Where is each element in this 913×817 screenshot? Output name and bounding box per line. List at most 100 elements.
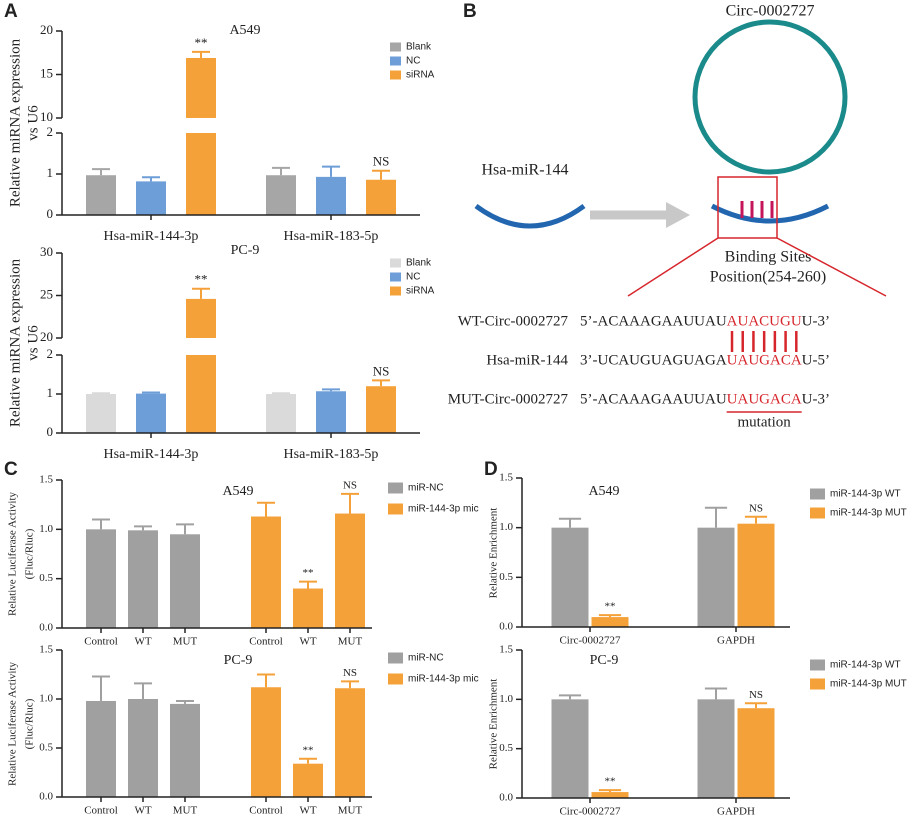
y-tick-label: 0.0	[39, 622, 53, 634]
x-tick-label: Circ-0002727	[559, 635, 621, 647]
legend-swatch	[390, 272, 401, 282]
y-tick-label: 10	[40, 109, 53, 124]
legend-swatch	[810, 507, 825, 519]
x-tick-label: Control	[249, 805, 283, 817]
binding-site: AUACUGU	[727, 313, 802, 329]
error-bar	[134, 525, 152, 531]
significance-label: **	[195, 272, 208, 287]
legend-label: miR-144-3p MUT	[830, 508, 907, 519]
x-tick-label: Hsa-miR-183-5p	[284, 447, 379, 462]
y-axis-label: Relative Enrichment	[488, 508, 500, 599]
legend-swatch	[388, 503, 403, 515]
bar	[136, 181, 166, 215]
bar	[170, 703, 200, 797]
error-bar	[744, 515, 768, 524]
y-tick-label: 20	[40, 22, 53, 37]
error-bar	[558, 517, 582, 528]
legend-label: miR-144-3p WT	[830, 489, 901, 500]
panel-label: D	[484, 459, 498, 480]
significance-label: NS	[373, 154, 390, 169]
error-bar	[341, 492, 359, 514]
significance-label: **	[195, 35, 208, 50]
error-bar	[272, 166, 290, 176]
circrna-circle	[692, 19, 848, 175]
legend-swatch	[810, 678, 825, 690]
x-tick-label: GAPDH	[717, 635, 755, 647]
bar-chart: ** NS 0.0 0.5 1.0 1.5 Circ-0002727 GAPDH PC-9 Rel…	[488, 644, 907, 817]
y-tick-label: 1	[47, 165, 54, 180]
error-bar	[322, 388, 340, 392]
chart-title: A549	[222, 484, 253, 499]
binding-lines	[740, 201, 774, 218]
error-bar	[322, 165, 340, 177]
bar	[293, 763, 323, 797]
x-tick-label: Hsa-miR-144-3p	[104, 447, 199, 462]
arrow-head	[666, 202, 690, 228]
error-bar	[134, 682, 152, 699]
y-axis-label: Relative Enrichment	[488, 679, 500, 770]
sequence-suffix: U-5’	[802, 352, 830, 368]
bar	[697, 527, 735, 627]
y-tick-label: 1.0	[499, 521, 513, 533]
bar	[128, 530, 158, 628]
binding-label: Position(254-260)	[710, 269, 826, 286]
bar	[551, 699, 589, 798]
y-tick-label: 1.0	[39, 523, 53, 535]
x-tick-label: Hsa-miR-144-3p	[104, 229, 199, 244]
bar	[591, 617, 629, 627]
bar	[86, 700, 116, 797]
y-tick-label: 1	[47, 385, 54, 400]
error-bar	[598, 614, 622, 618]
sequence-prefix: 5’-ACAAAGAAUUAU	[580, 391, 727, 407]
significance-label: **	[605, 776, 616, 788]
legend-label: Blank	[406, 258, 432, 269]
significance-label: **	[605, 601, 616, 613]
zoom-line	[627, 237, 719, 297]
bar	[737, 523, 775, 627]
bar	[737, 708, 775, 798]
bar	[366, 179, 396, 215]
binding-site: UAUGACA	[727, 391, 802, 407]
chart-title: PC-9	[224, 653, 253, 668]
chart-title: PC-9	[590, 653, 619, 668]
x-tick-label: WT	[134, 805, 151, 817]
error-bar	[744, 702, 768, 709]
error-bar	[176, 523, 194, 535]
y-tick-label: 2	[47, 346, 54, 361]
mirna-arc	[474, 203, 586, 229]
y-tick-label: 0	[47, 424, 54, 439]
x-tick-label: Hsa-miR-183-5p	[284, 229, 379, 244]
y-tick-label: 0.0	[39, 791, 53, 803]
x-tick-label: GAPDH	[717, 806, 755, 817]
y-tick-label: 15	[40, 65, 53, 80]
y-tick-label: 0.5	[39, 572, 53, 584]
error-bar	[142, 391, 160, 394]
x-tick-label: Control	[84, 805, 118, 817]
y-tick-label: 25	[40, 286, 53, 301]
binding-site: UAUGACA	[727, 352, 802, 368]
y-axis-label: Relative Luciferase Activity	[7, 492, 19, 617]
bar	[251, 516, 281, 628]
legend-swatch	[388, 652, 403, 664]
error-bar	[192, 50, 210, 58]
y-tick-label: 0	[47, 206, 54, 221]
x-tick-label: WT	[299, 805, 316, 817]
y-tick-label: 0.0	[499, 792, 513, 804]
y-tick-label: 1.5	[499, 644, 513, 656]
error-bar	[704, 687, 728, 700]
mutation-label: mutation	[737, 414, 791, 430]
bar	[366, 386, 396, 433]
error-bar	[92, 518, 110, 530]
legend-swatch	[810, 488, 825, 500]
significance-label: **	[303, 744, 314, 756]
error-bar	[704, 506, 728, 528]
significance-label: NS	[749, 502, 763, 514]
bar	[335, 513, 365, 628]
legend-label: miR-144-3p mic	[408, 674, 479, 685]
legend-swatch	[390, 70, 401, 80]
legend-swatch	[810, 659, 825, 671]
legend-label: NC	[406, 272, 420, 283]
bar	[591, 792, 629, 798]
error-bar	[92, 392, 110, 395]
